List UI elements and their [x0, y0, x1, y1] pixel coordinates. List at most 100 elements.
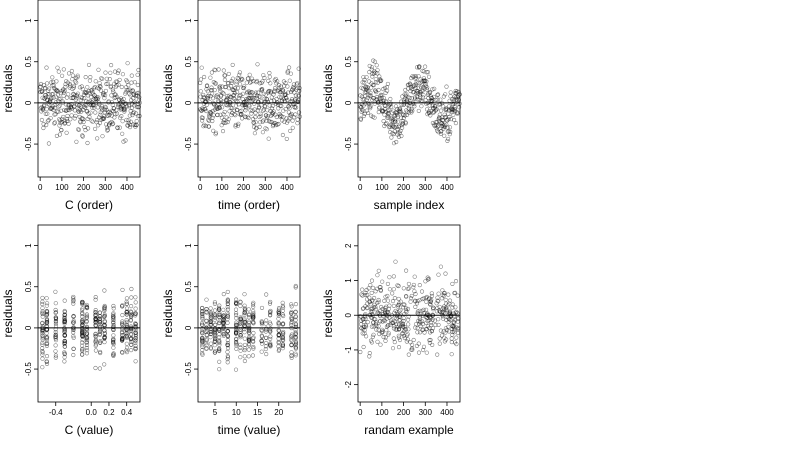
data-point [414, 301, 420, 306]
data-point [44, 122, 49, 128]
data-point [62, 352, 67, 357]
data-point [430, 342, 435, 347]
data-point [44, 107, 49, 112]
data-point [93, 348, 98, 353]
data-point [367, 300, 372, 305]
data-point [440, 118, 445, 123]
data-point [102, 314, 107, 319]
data-point [284, 136, 289, 141]
data-point [240, 91, 245, 96]
data-point [268, 334, 273, 339]
data-point [380, 93, 385, 98]
data-point [260, 119, 265, 124]
data-point [225, 103, 230, 108]
data-point [413, 76, 418, 81]
data-point [393, 259, 398, 264]
data-point [443, 297, 448, 302]
data-point [225, 349, 230, 355]
data-point [427, 338, 432, 343]
data-point [84, 331, 90, 336]
data-point [217, 335, 222, 340]
data-point [217, 346, 222, 352]
data-point [98, 324, 103, 329]
data-point [444, 107, 449, 113]
data-point [436, 291, 441, 296]
data-point [111, 109, 116, 114]
data-point [109, 63, 114, 68]
data-point [205, 96, 211, 101]
data-point [435, 306, 440, 311]
data-point [121, 139, 126, 144]
data-point [428, 302, 433, 307]
data-point [404, 294, 409, 299]
data-point [452, 328, 457, 333]
data-point [374, 63, 379, 68]
data-point [448, 90, 453, 95]
data-point [446, 319, 451, 325]
data-point [378, 93, 383, 98]
data-point [45, 311, 50, 316]
x-axis-title: C (order) [65, 198, 113, 212]
x-tick-label: 200 [397, 408, 411, 417]
data-point [367, 351, 372, 356]
data-point [396, 335, 401, 340]
data-point [264, 352, 269, 357]
data-point [218, 89, 223, 94]
data-point [133, 322, 138, 327]
data-point [422, 86, 427, 91]
data-point [100, 134, 105, 139]
data-point [199, 65, 204, 70]
data-point [225, 316, 230, 322]
data-point [382, 298, 387, 303]
data-point [369, 307, 374, 312]
data-point [58, 91, 63, 96]
data-point [396, 302, 401, 308]
data-point [251, 311, 256, 316]
data-point [394, 314, 400, 319]
data-point [58, 121, 63, 126]
data-point [448, 129, 453, 134]
data-point [400, 324, 406, 329]
data-point [445, 125, 450, 130]
data-point [368, 309, 373, 314]
data-point [71, 314, 76, 319]
data-point [208, 306, 213, 311]
data-point [225, 360, 230, 365]
plot-frame [357, 0, 461, 178]
data-point [129, 314, 134, 319]
data-point [93, 316, 98, 321]
data-point [377, 96, 382, 101]
data-point [71, 299, 76, 304]
data-point [129, 339, 134, 344]
y-tick-label: -2 [344, 381, 353, 389]
data-point [225, 93, 230, 98]
data-point [57, 103, 62, 108]
data-point [428, 299, 433, 304]
data-point [424, 79, 429, 84]
data-point [53, 316, 59, 321]
data-point [198, 77, 204, 82]
data-point [383, 310, 388, 315]
y-tick-label: -1 [344, 346, 353, 354]
data-point [246, 76, 251, 81]
data-point [93, 79, 98, 84]
data-point [276, 121, 281, 127]
data-point [362, 328, 367, 333]
data-point [242, 323, 247, 328]
data-point [429, 320, 434, 325]
data-point [250, 96, 255, 101]
data-point [362, 97, 367, 102]
data-point [386, 108, 391, 113]
data-point [198, 89, 203, 94]
data-point [437, 112, 442, 117]
data-point [235, 99, 240, 104]
data-point [97, 81, 102, 86]
data-point [261, 73, 266, 78]
data-point [57, 117, 62, 122]
data-point [238, 348, 243, 353]
data-point [93, 365, 98, 371]
data-point [276, 106, 281, 111]
data-point [124, 341, 129, 346]
data-point [450, 305, 455, 310]
data-point [392, 296, 397, 301]
